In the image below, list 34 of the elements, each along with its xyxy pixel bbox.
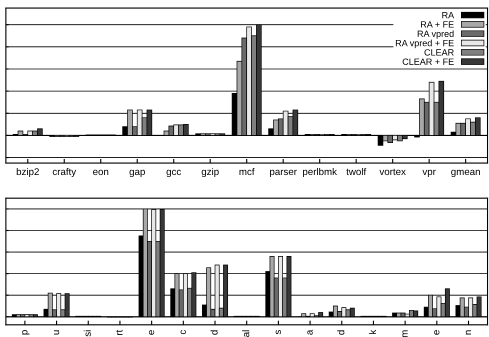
x-tick-label: bzip2: [16, 168, 39, 178]
x-tick-label: al: [242, 330, 250, 337]
x-tick-label: gzip: [202, 168, 219, 178]
legend-label: RA: [442, 12, 454, 18]
x-tick-label: mcf: [240, 168, 255, 176]
legend-label: RA vpred + FE: [396, 40, 454, 48]
x-tick-label: e: [434, 330, 440, 335]
x-tick-label: vpr: [422, 170, 436, 178]
x-tick-label: c: [180, 330, 186, 334]
x-tick-label: gmean: [451, 170, 480, 178]
x-tick-label: d: [337, 330, 344, 335]
x-tick-label: s: [276, 330, 281, 334]
x-tick-label: a: [307, 330, 313, 335]
x-tick-label: vortex: [379, 168, 406, 176]
legend-label: CLEAR: [424, 49, 454, 56]
x-tick-label: si: [84, 330, 91, 336]
x-tick-label: rt: [116, 330, 123, 336]
x-tick-label: u: [54, 330, 60, 335]
x-tick-label: parser: [270, 170, 297, 178]
x-tick-label: n: [466, 330, 472, 334]
legend-label: CLEAR + FE: [402, 58, 454, 65]
x-tick-label: d: [210, 330, 218, 335]
x-tick-label: gcc: [166, 170, 182, 178]
legend-label: RA vpred: [418, 30, 454, 39]
x-tick-label: twolf: [346, 168, 366, 176]
x-tick-label: e: [148, 330, 154, 335]
x-tick-label: crafty: [52, 168, 76, 178]
x-tick-label: k: [368, 330, 376, 334]
x-tick-label: gap: [130, 170, 145, 178]
x-tick-label: perlbmk: [303, 168, 337, 178]
x-tick-label: m: [402, 330, 408, 337]
x-tick-label: eon: [93, 170, 108, 176]
x-tick-label: p: [22, 330, 30, 335]
legend-label: RA + FE: [421, 21, 454, 28]
